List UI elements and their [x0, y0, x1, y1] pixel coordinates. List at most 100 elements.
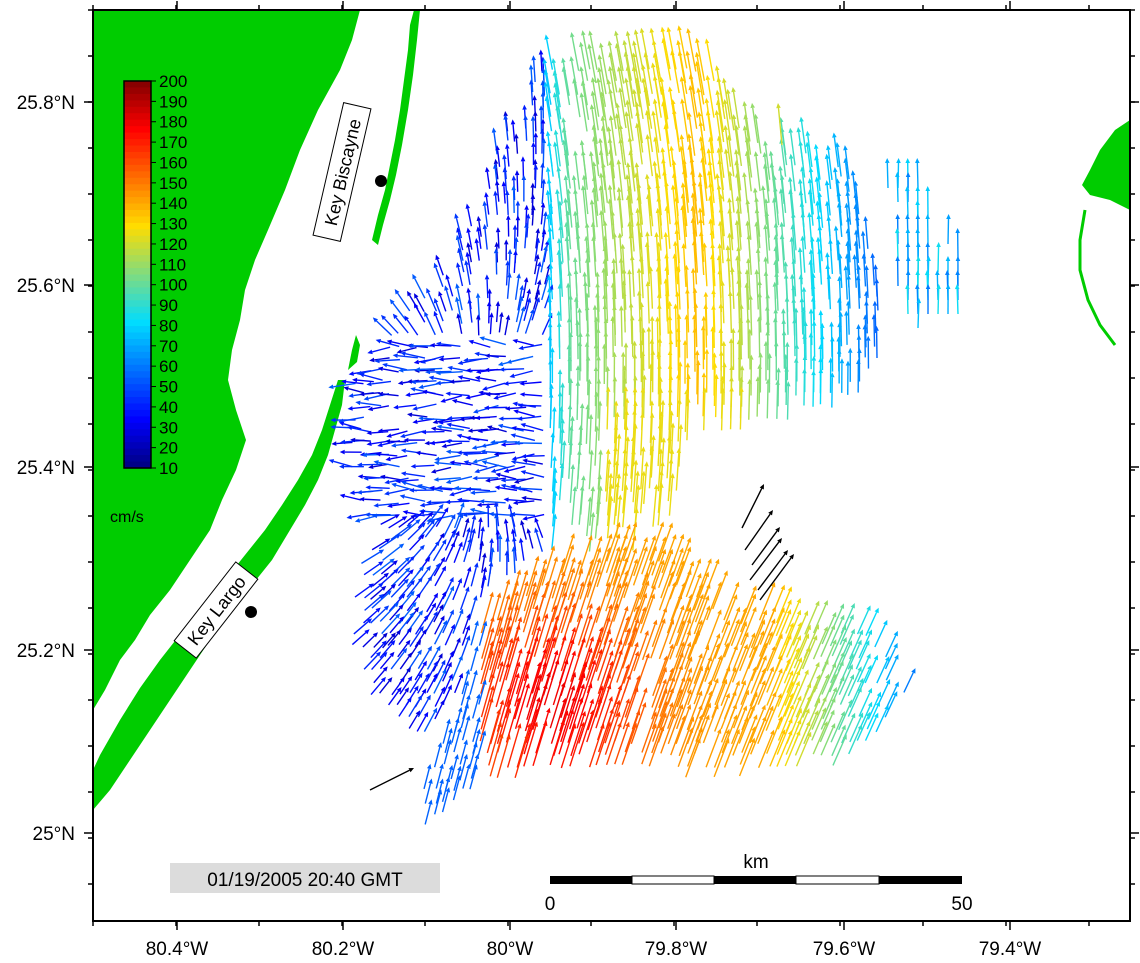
current-vector-head [457, 765, 462, 772]
current-vector-head [840, 675, 845, 682]
current-vector [602, 130, 609, 166]
current-vector-head [494, 485, 500, 490]
current-vector [766, 720, 781, 754]
current-vector [462, 376, 481, 382]
current-vector-head [608, 483, 614, 489]
current-vector-head [543, 81, 549, 87]
current-vector-head [788, 718, 793, 724]
current-vector-head [853, 203, 859, 210]
current-vector [587, 383, 591, 419]
current-vector [574, 215, 579, 250]
key-biscayne-label-box [312, 101, 372, 243]
current-vector-head [435, 562, 441, 569]
current-vector [580, 663, 595, 705]
lat-label-25-8: 25.8°N [17, 93, 75, 114]
current-vector-head [589, 150, 594, 157]
current-vector-head [616, 195, 622, 201]
current-vector-head [686, 27, 691, 34]
current-vector-head [840, 710, 845, 717]
current-vector [747, 262, 751, 299]
current-vector-head [403, 437, 409, 443]
current-vector [380, 562, 395, 575]
current-vector-head [541, 138, 547, 144]
current-vector-head [564, 710, 569, 716]
current-vector [749, 541, 780, 581]
current-vector [674, 308, 678, 348]
current-vector [434, 703, 443, 720]
current-vector [616, 644, 631, 683]
current-vector-head [479, 499, 485, 504]
current-vector [721, 285, 725, 324]
current-vector-head [845, 240, 850, 247]
current-vector-head [529, 79, 534, 85]
current-vector [541, 278, 549, 301]
current-vector [630, 454, 635, 492]
current-vector-head [718, 327, 724, 333]
current-vector-head [853, 240, 859, 246]
current-vector [675, 611, 690, 647]
current-vector [636, 115, 644, 153]
current-vector-head [560, 570, 566, 577]
current-vector [484, 500, 506, 504]
current-vector-head [569, 638, 575, 645]
current-vector-head [514, 440, 520, 446]
current-vector [781, 131, 788, 166]
current-vector [462, 768, 470, 789]
colorbar-segment [124, 190, 151, 198]
current-vector-head [402, 647, 408, 654]
current-vector-head [662, 170, 667, 176]
current-vector-head [726, 134, 732, 141]
current-vector-head [660, 559, 665, 566]
current-vector-head [624, 409, 629, 415]
current-vector-head [679, 604, 685, 611]
current-vector-head [437, 789, 443, 795]
current-vector-head [667, 315, 673, 321]
current-vector-head [651, 39, 657, 46]
current-vector [433, 672, 445, 694]
current-vector-head [399, 676, 405, 683]
current-vector-head [709, 254, 715, 260]
current-vector [442, 419, 461, 423]
current-vector [515, 653, 530, 695]
current-vector-head [502, 154, 507, 160]
current-vector [371, 540, 387, 551]
current-vector-head [474, 562, 479, 568]
current-vector-head [783, 550, 788, 556]
current-vector-head [793, 357, 799, 363]
current-vector [620, 310, 623, 347]
current-vector-head [734, 219, 740, 225]
current-vector [846, 245, 851, 276]
current-vector-head [850, 628, 855, 635]
current-vector-head [622, 365, 627, 371]
current-vector-head [548, 263, 554, 269]
current-vector [380, 453, 398, 457]
current-vector-head [840, 614, 845, 621]
current-vector-head [517, 416, 523, 421]
current-vector [604, 704, 619, 744]
current-vector-head [671, 159, 677, 166]
current-vector [438, 477, 461, 481]
current-vector-head [618, 87, 623, 93]
current-vector-head [504, 190, 510, 196]
current-vector [472, 341, 491, 348]
current-vector-head [753, 691, 758, 698]
current-vector-head [628, 209, 634, 216]
current-vector-head [330, 424, 336, 430]
current-vector-head [438, 356, 444, 362]
current-vector [423, 510, 445, 514]
current-vector [505, 478, 526, 481]
current-vector-head [515, 636, 520, 642]
current-vector-head [814, 155, 819, 161]
current-vector-head [830, 624, 836, 630]
current-vector [397, 643, 409, 658]
current-vector-head [864, 300, 869, 306]
current-vector [511, 516, 517, 537]
current-vector-head [453, 485, 459, 491]
current-vector-head [482, 679, 487, 685]
current-vector-head [424, 311, 429, 317]
current-vector [567, 701, 582, 743]
current-vector-head [571, 557, 576, 563]
current-vector-head [496, 708, 501, 715]
current-vector [571, 36, 580, 71]
current-vector-head [367, 349, 373, 355]
